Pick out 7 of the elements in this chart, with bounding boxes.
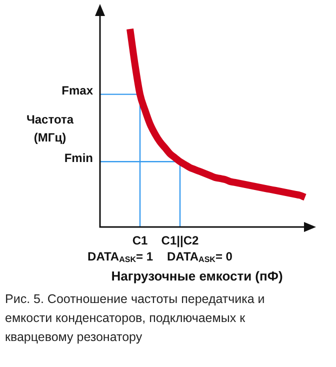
x-tick-label: C1||C2	[161, 233, 200, 248]
y-axis-title: Частота (МГц)	[26, 112, 74, 144]
ref-line-label: Fmin	[64, 150, 93, 165]
ref-line-label: Fmax	[62, 84, 94, 98]
x-tick-label: C1	[132, 233, 148, 248]
text: Рис. 5. Соотношение частоты передатчика и емкости конденсаторов, подключаемых к кварцевому резонатору	[5, 291, 266, 346]
x-axis-title: Нагрузочные емкости (пФ)	[111, 268, 283, 284]
